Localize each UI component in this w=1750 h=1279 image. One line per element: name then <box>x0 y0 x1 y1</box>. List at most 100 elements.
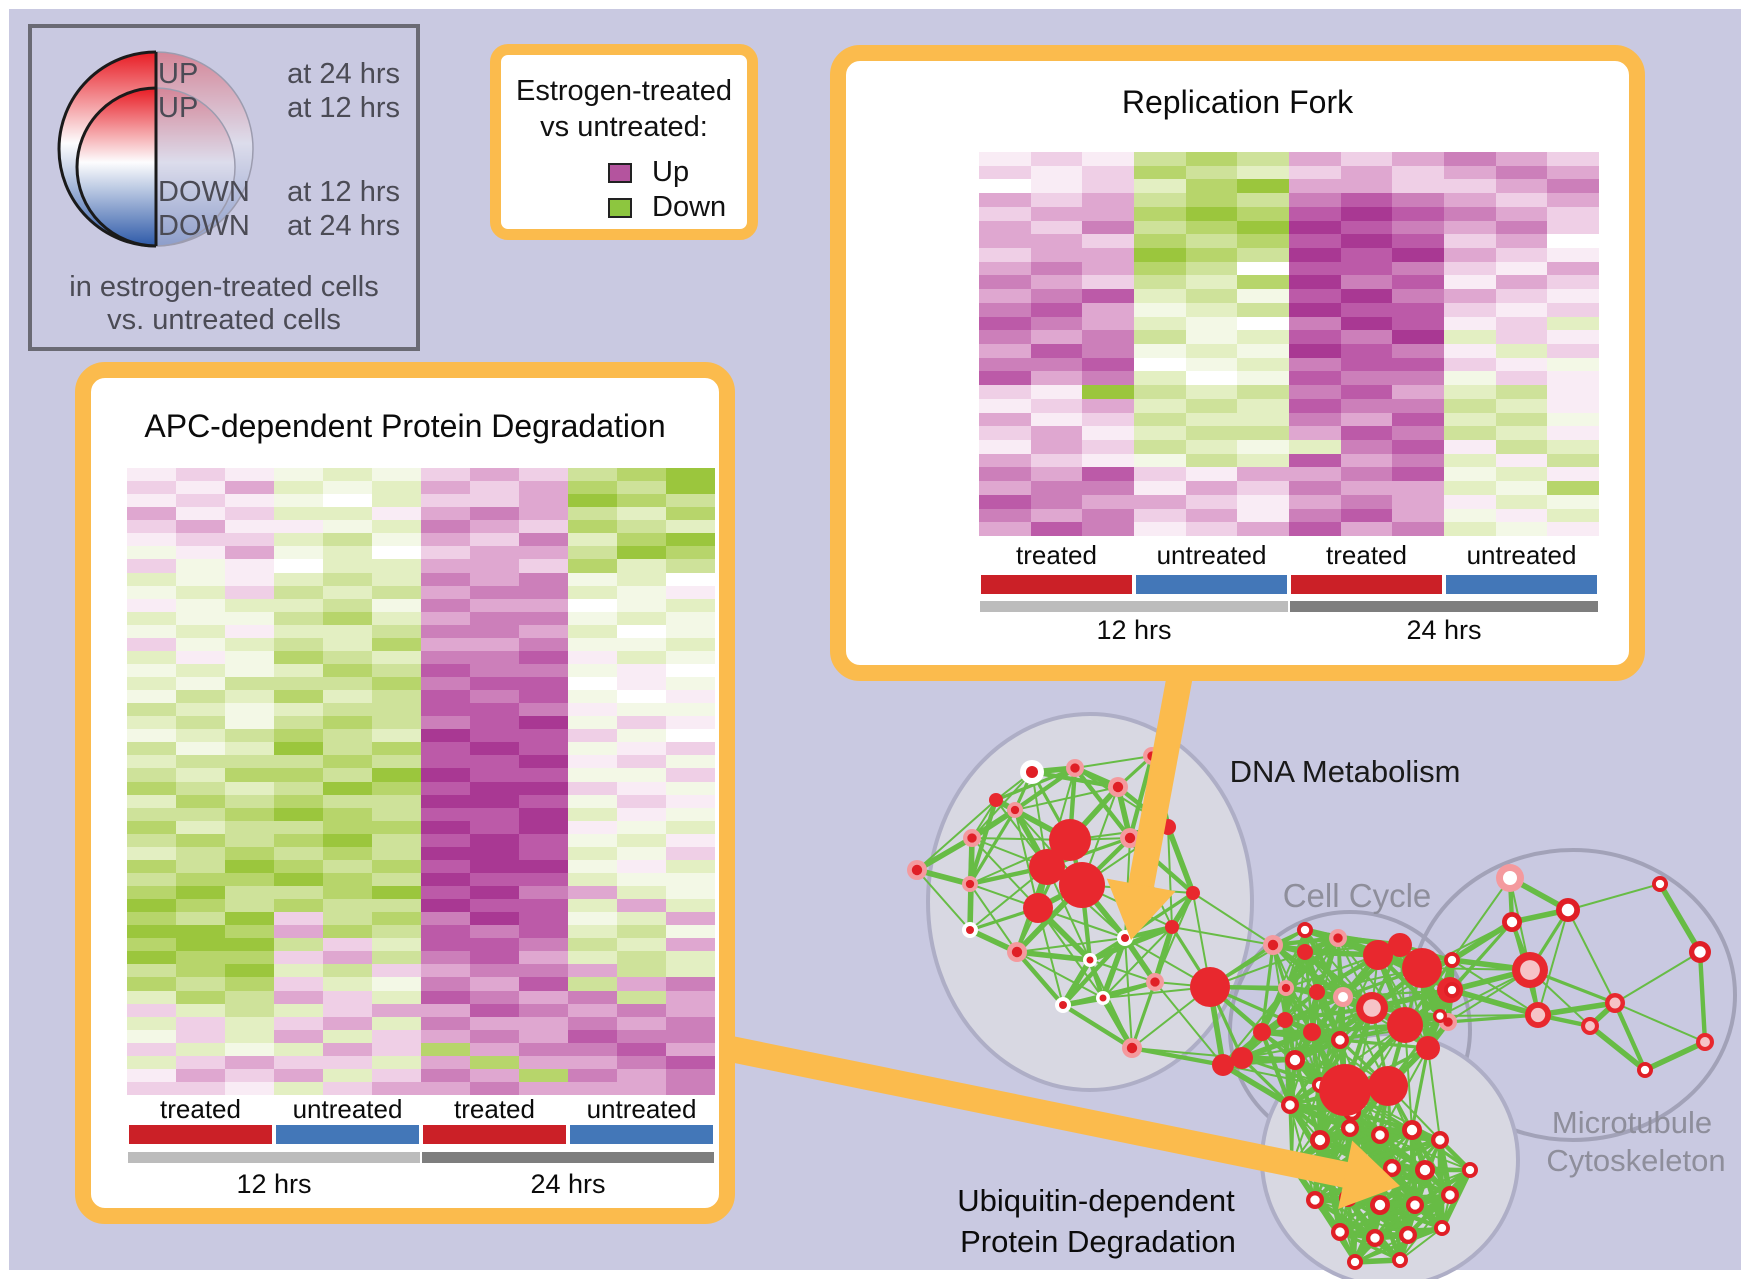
updown-footer-line1: in estrogen-treated cells <box>69 271 379 303</box>
heatmap-cell <box>274 859 323 873</box>
heatmap-cell <box>1289 426 1341 440</box>
heatmap-cell <box>1082 481 1134 495</box>
heatmap-cell <box>176 742 225 756</box>
heatmap-cell <box>519 938 568 952</box>
heatmap-cell <box>323 886 372 900</box>
heatmap-cell <box>617 703 666 717</box>
heatmap-cell <box>274 742 323 756</box>
heatmap-cell <box>1030 289 1083 303</box>
heatmap-cell <box>1134 467 1186 482</box>
network-node <box>1066 759 1084 777</box>
heatmap-cell <box>176 925 225 939</box>
heatmap-cell <box>979 193 1031 207</box>
heatmap-cell <box>568 533 617 547</box>
heatmap-cell <box>372 807 421 821</box>
heatmap-cell <box>470 1068 519 1082</box>
heatmap-cell <box>372 1029 421 1043</box>
heatmap-cell <box>1547 261 1599 276</box>
heatmap-cell <box>617 912 666 926</box>
heatmap-cell <box>323 468 372 482</box>
heatmap-cell <box>323 546 372 560</box>
heatmap-cell <box>323 846 372 860</box>
heatmap-cell <box>1444 426 1496 440</box>
heatmap-cell <box>1134 302 1186 317</box>
heatmap-cell <box>568 585 617 599</box>
heatmap-cell <box>421 1068 470 1082</box>
heatmap-cell <box>176 1055 225 1069</box>
heatmap-cell <box>176 794 225 808</box>
heatmap-cell <box>1134 494 1186 509</box>
heatmap-cell <box>421 872 470 886</box>
heatmap-cell <box>274 886 323 900</box>
heatmap-cell <box>1340 467 1393 482</box>
heatmap-cell <box>470 598 519 612</box>
heatmap-cell <box>1340 234 1393 248</box>
heatmap-cell <box>617 899 666 913</box>
heatmap-cell <box>176 899 225 913</box>
heatmap-cell <box>1547 179 1599 194</box>
heatmap-cell <box>1030 206 1083 221</box>
heatmap-cell <box>225 938 274 952</box>
network-node <box>1055 997 1071 1013</box>
heatmap-cell <box>1082 453 1134 468</box>
heatmap-cell <box>568 1029 617 1043</box>
network-node <box>1689 941 1711 963</box>
heatmap-cell <box>470 533 519 547</box>
heatmap-cell <box>568 938 617 952</box>
heatmap-cell <box>1289 371 1341 386</box>
heatmap-cell <box>1030 234 1083 248</box>
network-node <box>1306 1191 1324 1209</box>
heatmap-cell <box>274 494 323 508</box>
heatmap-cell <box>225 1055 274 1069</box>
heatmap-cell <box>1185 412 1238 427</box>
apc-condition-bar-treated <box>129 1125 272 1144</box>
heatmap-cell <box>323 637 372 651</box>
heatmap-cell <box>1082 316 1134 331</box>
heatmap-cell <box>127 794 176 808</box>
heatmap-cell <box>1082 302 1134 317</box>
heatmap-cell <box>421 624 470 638</box>
heatmap-cell <box>1444 398 1496 413</box>
heatmap-cell <box>421 559 470 573</box>
heatmap-cell <box>1547 248 1599 262</box>
heatmap-cell <box>274 951 323 965</box>
heatmap-cell <box>372 1068 421 1082</box>
heatmap-cell <box>979 481 1031 495</box>
heatmap-cell <box>127 611 176 625</box>
heatmap-cell <box>421 468 470 482</box>
heatmap-cell <box>372 833 421 847</box>
heatmap-cell <box>127 833 176 847</box>
heatmap-cell <box>176 572 225 586</box>
heatmap-cell <box>274 677 323 691</box>
network-node <box>1581 1017 1599 1035</box>
heatmap-cell <box>176 677 225 691</box>
heatmap-cell <box>979 344 1031 358</box>
heatmap-cell <box>568 1042 617 1056</box>
heatmap-cell <box>519 781 568 795</box>
heatmap-cell <box>1547 371 1599 386</box>
network-node <box>1371 1126 1389 1144</box>
heatmap-cell <box>323 899 372 913</box>
heatmap-cell <box>1030 412 1083 427</box>
heatmap-cell <box>568 912 617 926</box>
heatmap-cell <box>372 1081 421 1095</box>
heatmap-cell <box>1185 453 1238 468</box>
heatmap-cell <box>421 546 470 560</box>
apc-group-label: treated <box>160 1094 241 1124</box>
heatmap-cell <box>470 520 519 534</box>
heatmap-cell <box>127 768 176 782</box>
heatmap-cell <box>666 572 715 586</box>
heatmap-cell <box>1030 385 1083 399</box>
heatmap-cell <box>127 677 176 691</box>
heatmap-cell <box>1030 275 1083 290</box>
heatmap-cell <box>1289 440 1341 454</box>
heatmap-cell <box>323 1081 372 1095</box>
heatmap-cell <box>421 846 470 860</box>
heatmap-cell <box>274 781 323 795</box>
heatmap-cell <box>666 1055 715 1069</box>
heatmap-cell <box>176 585 225 599</box>
heatmap-cell <box>323 755 372 769</box>
heatmap-cell <box>225 585 274 599</box>
heatmap-cell <box>176 833 225 847</box>
heatmap-cell <box>372 611 421 625</box>
